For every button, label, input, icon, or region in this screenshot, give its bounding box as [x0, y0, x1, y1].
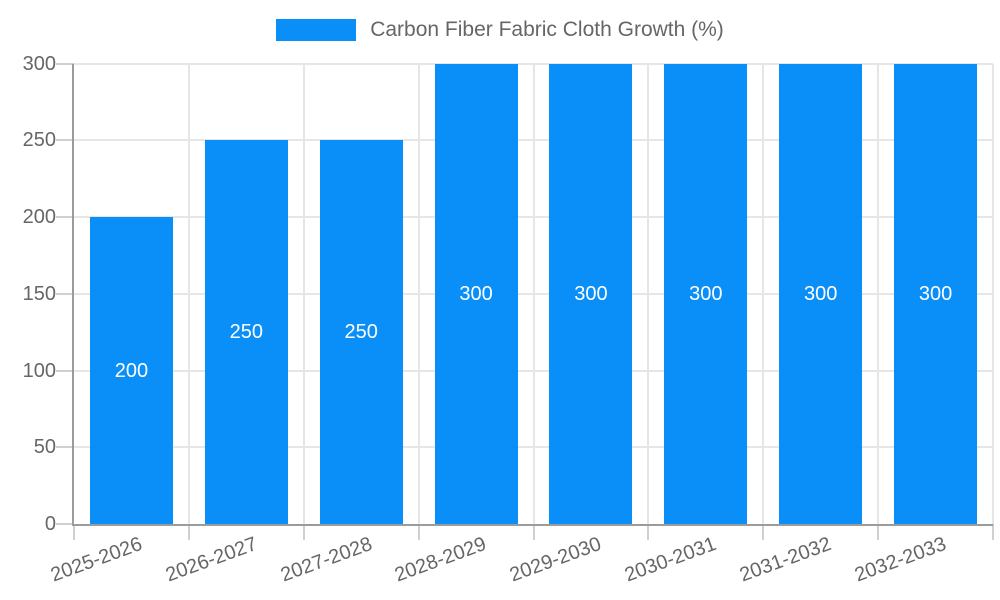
y-tick-mark: [56, 216, 74, 218]
chart-legend[interactable]: Carbon Fiber Fabric Cloth Growth (%): [0, 18, 1000, 42]
x-axis-tick-label: 2027-2028: [277, 533, 375, 587]
v-gridline: [762, 63, 765, 524]
bar-2026-2027[interactable]: 250: [204, 140, 288, 524]
bar-value-label: 300: [918, 282, 953, 305]
x-tick-mark: [877, 524, 880, 540]
bar-2030-2031[interactable]: 300: [664, 63, 748, 524]
bar-value-label: 200: [114, 359, 149, 382]
v-gridline: [877, 63, 880, 524]
bar-2032-2033[interactable]: 300: [894, 63, 978, 524]
bar-value-label: 300: [459, 282, 493, 305]
x-tick-mark: [992, 524, 994, 540]
v-gridline: [532, 63, 535, 524]
bar-value-label: 300: [804, 282, 838, 305]
x-axis-tick-label: 2025-2026: [47, 533, 145, 587]
x-axis-tick-label: 2028-2029: [392, 533, 490, 587]
bar-2031-2032[interactable]: 300: [779, 63, 863, 524]
v-gridline: [992, 63, 994, 524]
y-tick-mark: [56, 523, 74, 525]
y-axis-tick-label: 100: [22, 359, 56, 382]
v-gridline: [302, 63, 305, 524]
x-axis-line: [74, 524, 993, 526]
x-tick-mark: [647, 524, 650, 540]
bar-value-label: 300: [574, 282, 608, 305]
y-axis-line: [72, 63, 74, 526]
y-axis-tick-label: 0: [44, 513, 56, 535]
legend-swatch-icon: [276, 19, 357, 41]
x-tick-mark: [762, 524, 765, 540]
y-axis-tick-label: 50: [33, 436, 56, 459]
y-tick-mark: [56, 292, 74, 295]
x-axis-tick-label: 2029-2030: [507, 533, 605, 587]
bar-2025-2026[interactable]: 200: [89, 217, 173, 524]
bar-2027-2028[interactable]: 250: [319, 140, 403, 524]
v-gridline: [647, 63, 650, 524]
bar-2028-2029[interactable]: 300: [434, 63, 518, 524]
v-gridline: [417, 63, 420, 524]
y-tick-mark: [56, 369, 74, 372]
bar-value-label: 250: [344, 321, 378, 344]
v-gridline: [187, 63, 190, 524]
y-axis-tick-label: 250: [22, 129, 56, 152]
x-axis-tick-label: 2026-2027: [162, 533, 260, 587]
x-axis-tick-label: 2031-2032: [736, 533, 835, 587]
x-tick-mark: [187, 524, 190, 540]
bar-2029-2030[interactable]: 300: [549, 63, 633, 524]
bar-value-label: 300: [689, 282, 723, 305]
x-axis-tick-label: 2032-2033: [851, 533, 950, 587]
y-tick-mark: [56, 446, 74, 449]
y-axis-tick-label: 300: [22, 52, 56, 75]
y-tick-mark: [56, 139, 74, 142]
y-axis-tick-label: 200: [22, 206, 56, 228]
x-tick-mark: [73, 524, 75, 540]
x-axis-tick-label: 2030-2031: [621, 533, 720, 587]
legend-label: Carbon Fiber Fabric Cloth Growth (%): [370, 18, 724, 41]
y-axis-tick-label: 150: [22, 282, 56, 305]
y-tick-mark: [56, 62, 74, 65]
x-tick-mark: [532, 524, 535, 540]
bar-value-label: 250: [229, 321, 263, 344]
x-tick-mark: [302, 524, 305, 540]
x-tick-mark: [417, 524, 420, 540]
